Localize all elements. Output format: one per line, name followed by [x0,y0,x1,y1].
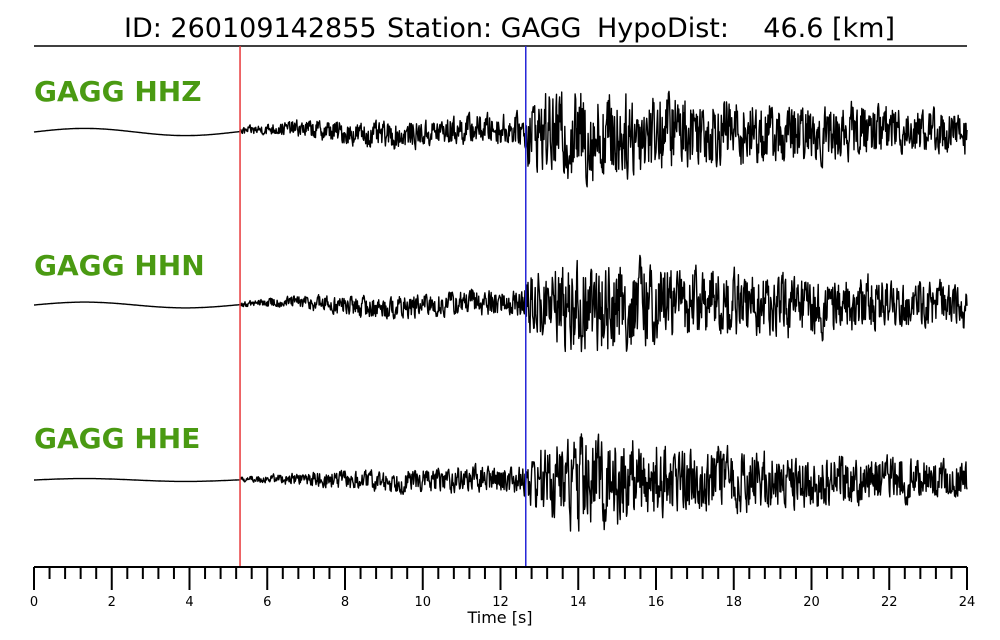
trace-label-2: GAGG HHN [34,249,205,282]
event-id-title: ID: 260109142855 [124,13,377,44]
x-tick-label: 4 [185,595,193,610]
x-tick-label: 10 [414,595,431,610]
waveform-trace-2 [33,254,968,353]
x-tick-label: 18 [725,595,742,610]
x-tick-label: 14 [570,595,587,610]
x-tick-label: 24 [959,595,976,610]
x-tick-label: 0 [30,595,38,610]
x-tick-label: 16 [648,595,665,610]
waveform-trace-1 [33,90,968,188]
x-tick-label: 6 [263,595,271,610]
trace-label-3: GAGG HHE [34,422,200,455]
x-tick-label: 12 [492,595,509,610]
x-tick-label: 2 [108,595,116,610]
trace-group [33,90,968,532]
trace-label-1: GAGG HHZ [34,75,202,108]
trace-labels: GAGG HHZ GAGG HHN GAGG HHE [34,75,205,455]
x-tick-label: 20 [803,595,820,610]
hypodist-title: HypoDist: 46.6 [km] [597,13,895,44]
x-axis-label: Time [s] [466,608,532,627]
phase-picks [239,46,527,567]
x-tick-label: 22 [881,595,898,610]
waveform-trace-3 [33,433,968,532]
station-title: Station: GAGG [387,13,581,44]
x-tick-label: 8 [341,595,349,610]
